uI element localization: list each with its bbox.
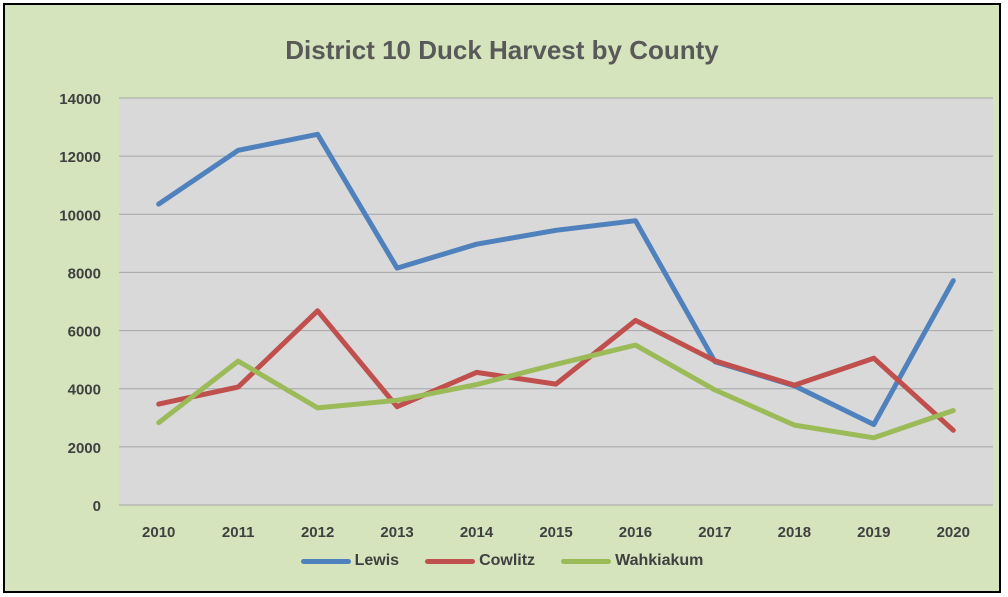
x-tick-label: 2010	[142, 524, 175, 541]
x-tick-label: 2020	[937, 524, 970, 541]
x-tick-label: 2013	[380, 524, 413, 541]
y-tick-label: 8000	[68, 265, 101, 282]
y-tick-label: 10000	[59, 207, 101, 224]
legend-item-lewis: Lewis	[300, 552, 400, 570]
legend-swatch	[300, 558, 351, 564]
legend: Lewis Cowlitz Wahkiakum	[5, 552, 999, 570]
chart-title: District 10 Duck Harvest by County	[285, 35, 719, 65]
y-tick-label: 14000	[59, 91, 101, 108]
legend-label: Lewis	[354, 552, 400, 569]
y-tick-label: 0	[93, 498, 101, 515]
plot-area-svg: 0 2000 4000 6000 8000 10000 12000 14000 2010 2011…	[59, 91, 993, 541]
series-line-cowlitz	[156, 308, 956, 433]
y-tick-label: 2000	[68, 440, 101, 457]
x-tick-label: 2016	[619, 524, 652, 541]
y-tick-label: 12000	[59, 149, 101, 166]
series-line-wahkiakum	[156, 342, 956, 441]
legend-swatch	[425, 558, 476, 564]
legend-swatch	[561, 558, 612, 564]
chart-frame: District 10 Duck Harvest by County 0 2000…	[3, 3, 1001, 593]
plot-background	[119, 98, 993, 505]
legend-label: Cowlitz	[479, 552, 536, 569]
y-tick-label: 6000	[68, 324, 101, 341]
x-tick-label: 2019	[857, 524, 890, 541]
x-tick-label: 2014	[460, 524, 494, 541]
x-tick-label: 2012	[301, 524, 334, 541]
x-tick-label: 2015	[539, 524, 572, 541]
legend-item-wahkiakum: Wahkiakum	[561, 552, 703, 570]
series-line-lewis	[156, 131, 956, 427]
legend-label: Wahkiakum	[615, 552, 704, 569]
x-tick-label: 2018	[778, 524, 811, 541]
x-tick-label: 2017	[698, 524, 731, 541]
legend-item-cowlitz: Cowlitz	[425, 552, 535, 570]
y-tick-label: 4000	[68, 382, 101, 399]
x-tick-label: 2011	[222, 524, 255, 541]
